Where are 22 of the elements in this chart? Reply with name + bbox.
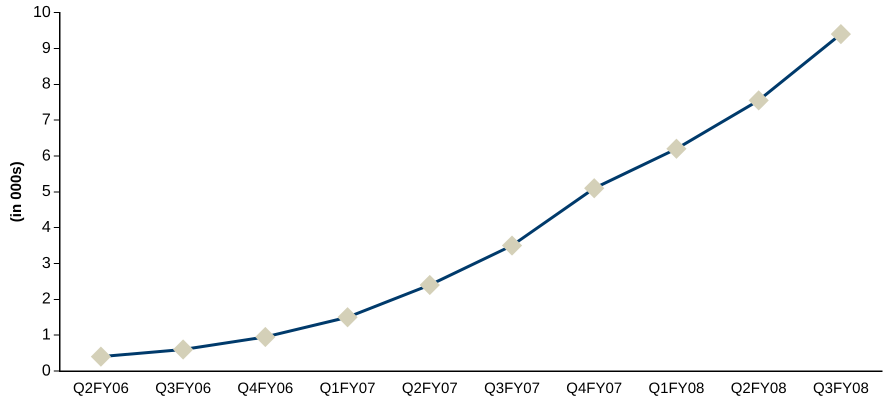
y-tick-label: 10 — [33, 4, 51, 22]
y-tick-label: 2 — [42, 290, 51, 308]
x-tick-label: Q3FY08 — [812, 380, 869, 398]
x-tick-label: Q1FY08 — [648, 380, 704, 398]
x-tick-label: Q4FY07 — [566, 380, 622, 398]
x-tick-label: Q3FY06 — [155, 380, 212, 398]
x-tick-label: Q1FY07 — [320, 380, 376, 398]
x-tick-label: Q2FY08 — [730, 380, 787, 398]
y-tick-label: 1 — [42, 326, 51, 344]
x-tick-label: Q2FY07 — [402, 380, 458, 398]
y-tick-label: 0 — [42, 362, 51, 380]
y-axis-title: (in 000s) — [8, 161, 26, 222]
y-tick-label: 6 — [42, 147, 51, 164]
y-tick-label: 3 — [42, 254, 51, 272]
y-tick-label: 8 — [42, 76, 51, 93]
y-tick-label: 9 — [42, 40, 51, 57]
x-tick-label: Q4FY06 — [237, 380, 294, 398]
x-tick-label: Q2FY06 — [72, 380, 129, 398]
y-tick-label: 5 — [42, 183, 51, 200]
y-tick-label: 7 — [42, 112, 51, 129]
x-tick-label: Q3FY07 — [484, 380, 540, 398]
y-tick-label: 4 — [42, 219, 51, 236]
